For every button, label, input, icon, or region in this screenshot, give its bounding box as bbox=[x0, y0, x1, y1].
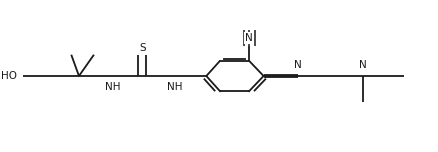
Text: NH: NH bbox=[167, 82, 183, 92]
Text: N: N bbox=[359, 60, 367, 70]
Text: N: N bbox=[294, 60, 302, 70]
Text: NH: NH bbox=[105, 82, 120, 92]
Text: N: N bbox=[245, 33, 253, 43]
Text: HO: HO bbox=[1, 71, 18, 81]
Text: S: S bbox=[139, 43, 145, 53]
